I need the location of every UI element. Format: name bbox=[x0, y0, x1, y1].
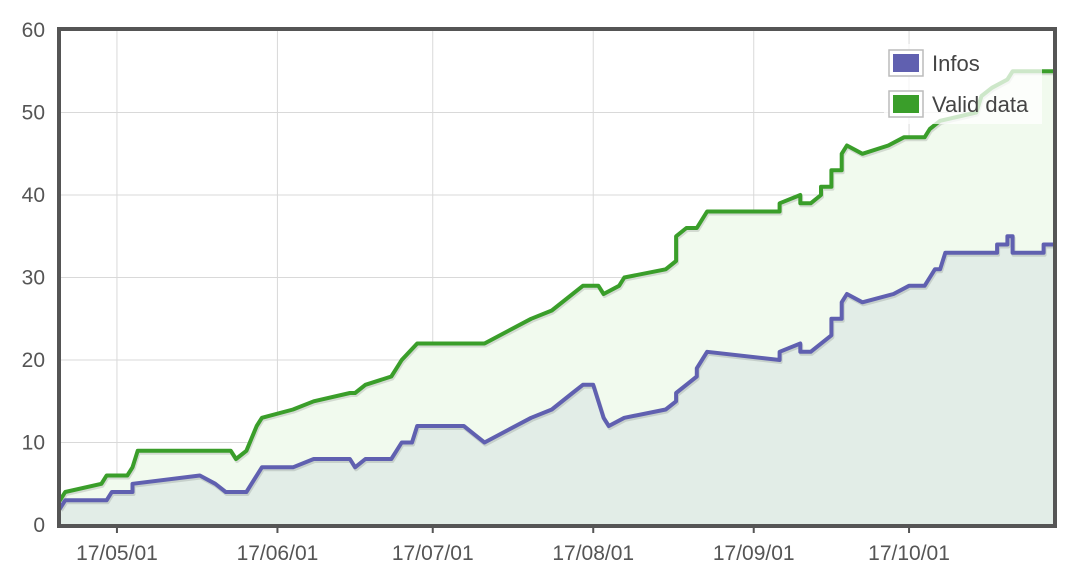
plot-frame bbox=[57, 27, 1057, 528]
x-tick-label: 17/08/01 bbox=[552, 542, 634, 565]
y-tick-label: 40 bbox=[22, 184, 45, 207]
y-tick-label: 20 bbox=[22, 349, 45, 372]
axis-labels: 0 10 20 30 40 50 60 17/05/01 17/06/01 17/07/01 17/… bbox=[22, 19, 950, 565]
legend-label-infos: Infos bbox=[932, 51, 980, 76]
x-tick-label: 17/05/01 bbox=[76, 542, 158, 565]
y-tick-label: 50 bbox=[22, 102, 45, 125]
x-tick-label: 17/06/01 bbox=[237, 542, 319, 565]
infos-area bbox=[60, 236, 1054, 526]
y-tick-label: 0 bbox=[33, 514, 45, 537]
x-tick-label: 17/07/01 bbox=[392, 542, 474, 565]
legend-swatch-infos bbox=[893, 54, 919, 72]
y-tick-label: 10 bbox=[22, 432, 45, 455]
series-lines bbox=[58, 69, 1056, 512]
x-tick-label: 17/09/01 bbox=[713, 542, 795, 565]
series-areas bbox=[60, 71, 1054, 526]
legend: Infos Valid data bbox=[884, 44, 1042, 124]
y-tick-label: 30 bbox=[22, 267, 45, 290]
x-tick-label: 17/10/01 bbox=[868, 542, 950, 565]
y-tick-label: 60 bbox=[22, 19, 45, 42]
infos-line bbox=[58, 234, 1056, 511]
legend-swatch-valid-data bbox=[893, 95, 919, 113]
valid-data-line bbox=[58, 69, 1056, 503]
legend-label-valid-data: Valid data bbox=[932, 92, 1029, 117]
